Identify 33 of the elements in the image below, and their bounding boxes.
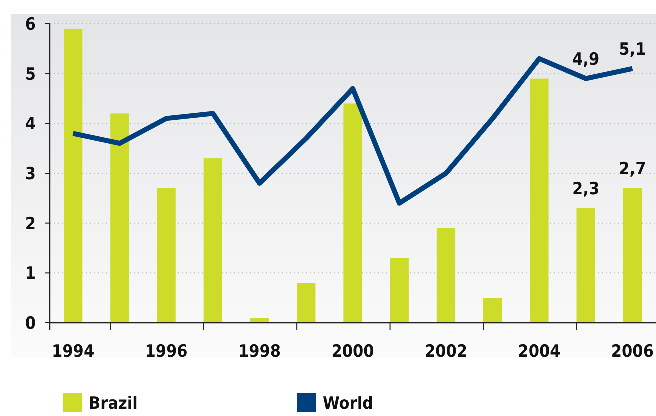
- x-tick-label: 2006: [611, 342, 654, 362]
- y-tick-label: 3: [25, 164, 36, 184]
- bar: [390, 258, 409, 323]
- data-label: 4,9: [572, 50, 600, 70]
- bar: [576, 208, 596, 323]
- bar: [250, 318, 270, 323]
- x-tick-label: 2004: [518, 342, 561, 362]
- x-tick-label: 1996: [145, 342, 188, 362]
- bar: [64, 28, 83, 323]
- data-label: 2,7: [619, 159, 646, 180]
- x-tick-label: 2000: [332, 342, 374, 362]
- data-label: 2,3: [572, 179, 600, 200]
- bar: [530, 78, 549, 323]
- y-tick-label: 5: [25, 64, 36, 85]
- x-tick-label: 1994: [52, 342, 95, 362]
- x-tick-label: 2002: [424, 342, 468, 362]
- y-tick-label: 2: [25, 214, 36, 234]
- bar: [204, 158, 222, 323]
- data-label: 5,1: [619, 40, 646, 60]
- y-tick-label: 0: [25, 314, 36, 334]
- y-tick-label: 6: [25, 14, 36, 35]
- legend-label: Brazil: [89, 394, 138, 414]
- legend-label: World: [323, 394, 374, 414]
- bar: [157, 188, 176, 323]
- bar: [344, 104, 362, 323]
- x-tick-label: 1998: [238, 342, 282, 362]
- bar: [484, 298, 502, 323]
- y-tick-label: 4: [25, 114, 36, 135]
- bar: [436, 228, 456, 323]
- y-tick-label: 1: [25, 264, 36, 284]
- bar: [110, 114, 130, 323]
- bar: [297, 283, 316, 323]
- bar: [623, 188, 642, 323]
